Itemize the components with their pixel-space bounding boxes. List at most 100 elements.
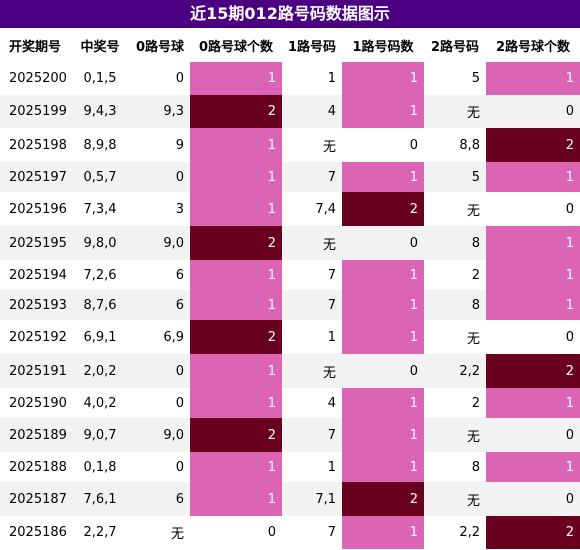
cell-route2-numbers: 8 <box>424 226 486 260</box>
cell-route2-count: 0 <box>486 482 580 516</box>
cell-winning-number: 0,1,8 <box>70 452 130 482</box>
cell-route2-numbers: 无 <box>424 418 486 452</box>
cell-route0-count: 0 <box>190 516 282 549</box>
table-row: 2025196 7,3,4 3 1 7,4 2 无 0 <box>0 192 580 226</box>
cell-winning-number: 7,2,6 <box>70 260 130 290</box>
cell-route0-count: 1 <box>190 452 282 482</box>
cell-draw-number: 2025188 <box>0 452 70 482</box>
cell-route0-balls: 9,3 <box>130 95 190 128</box>
cell-winning-number: 2,2,7 <box>70 516 130 549</box>
cell-route1-numbers: 无 <box>282 226 342 260</box>
cell-route0-balls: 0 <box>130 388 190 418</box>
table-row: 2025188 0,1,8 0 1 1 1 8 1 <box>0 452 580 482</box>
cell-route0-balls: 9,0 <box>130 418 190 452</box>
cell-route1-numbers: 7 <box>282 162 342 192</box>
cell-route1-count: 1 <box>342 388 424 418</box>
cell-route2-numbers: 2,2 <box>424 516 486 549</box>
cell-route1-numbers: 1 <box>282 452 342 482</box>
cell-route1-count: 1 <box>342 260 424 290</box>
cell-route0-count: 1 <box>190 162 282 192</box>
cell-route1-count: 1 <box>342 452 424 482</box>
cell-winning-number: 0,1,5 <box>70 62 130 95</box>
cell-route1-numbers: 7 <box>282 418 342 452</box>
cell-route1-numbers: 无 <box>282 354 342 388</box>
cell-draw-number: 2025190 <box>0 388 70 418</box>
table-row: 2025195 9,8,0 9,0 2 无 0 8 1 <box>0 226 580 260</box>
cell-route1-numbers: 1 <box>282 320 342 354</box>
table-body: 2025200 0,1,5 0 1 1 1 5 1 2025199 9,4,3 9,3 2 4 1 无 0 20… <box>0 62 580 549</box>
cell-draw-number: 2025198 <box>0 128 70 162</box>
cell-route2-count: 1 <box>486 162 580 192</box>
cell-route0-count: 1 <box>190 192 282 226</box>
cell-route2-numbers: 无 <box>424 95 486 128</box>
cell-route0-count: 1 <box>190 388 282 418</box>
cell-route2-numbers: 无 <box>424 320 486 354</box>
cell-route1-numbers: 4 <box>282 388 342 418</box>
table-row: 2025186 2,2,7 无 0 7 1 2,2 2 <box>0 516 580 549</box>
cell-route1-numbers: 7 <box>282 516 342 549</box>
cell-route0-count: 1 <box>190 354 282 388</box>
cell-route2-count: 1 <box>486 452 580 482</box>
cell-route1-count: 2 <box>342 482 424 516</box>
cell-route0-balls: 无 <box>130 516 190 549</box>
cell-route1-count: 1 <box>342 516 424 549</box>
cell-winning-number: 9,4,3 <box>70 95 130 128</box>
cell-route2-count: 0 <box>486 192 580 226</box>
cell-route1-count: 0 <box>342 226 424 260</box>
cell-route0-balls: 9,0 <box>130 226 190 260</box>
cell-route2-numbers: 8,8 <box>424 128 486 162</box>
cell-winning-number: 9,0,7 <box>70 418 130 452</box>
cell-winning-number: 2,0,2 <box>70 354 130 388</box>
cell-route1-numbers: 4 <box>282 95 342 128</box>
cell-route1-count: 1 <box>342 320 424 354</box>
cell-route2-count: 0 <box>486 95 580 128</box>
cell-route1-numbers: 无 <box>282 128 342 162</box>
cell-draw-number: 2025192 <box>0 320 70 354</box>
cell-route1-count: 1 <box>342 95 424 128</box>
cell-draw-number: 2025193 <box>0 290 70 320</box>
cell-route2-count: 2 <box>486 354 580 388</box>
cell-route0-balls: 0 <box>130 452 190 482</box>
header-route0-count: 0路号球个数 <box>190 28 282 62</box>
cell-route0-count: 2 <box>190 418 282 452</box>
table-row: 2025189 9,0,7 9,0 2 7 1 无 0 <box>0 418 580 452</box>
cell-route0-count: 2 <box>190 320 282 354</box>
cell-route1-numbers: 7 <box>282 290 342 320</box>
cell-route2-count: 1 <box>486 290 580 320</box>
cell-route0-balls: 6,9 <box>130 320 190 354</box>
cell-winning-number: 8,9,8 <box>70 128 130 162</box>
table-row: 2025199 9,4,3 9,3 2 4 1 无 0 <box>0 95 580 128</box>
cell-route2-numbers: 无 <box>424 482 486 516</box>
cell-route2-count: 0 <box>486 320 580 354</box>
table-row: 2025192 6,9,1 6,9 2 1 1 无 0 <box>0 320 580 354</box>
cell-route0-count: 2 <box>190 95 282 128</box>
table-row: 2025194 7,2,6 6 1 7 1 2 1 <box>0 260 580 290</box>
cell-route1-count: 1 <box>342 290 424 320</box>
table-row: 2025190 4,0,2 0 1 4 1 2 1 <box>0 388 580 418</box>
cell-route0-balls: 3 <box>130 192 190 226</box>
cell-route1-numbers: 7,4 <box>282 192 342 226</box>
cell-route1-count: 0 <box>342 128 424 162</box>
cell-route1-numbers: 1 <box>282 62 342 95</box>
cell-winning-number: 7,6,1 <box>70 482 130 516</box>
cell-route2-count: 1 <box>486 260 580 290</box>
header-route2-count: 2路号球个数 <box>486 28 580 62</box>
cell-route2-numbers: 5 <box>424 62 486 95</box>
cell-route0-balls: 6 <box>130 482 190 516</box>
cell-route0-count: 1 <box>190 260 282 290</box>
cell-route0-count: 1 <box>190 290 282 320</box>
cell-route0-count: 1 <box>190 128 282 162</box>
cell-route2-numbers: 8 <box>424 452 486 482</box>
cell-route2-count: 1 <box>486 226 580 260</box>
cell-draw-number: 2025194 <box>0 260 70 290</box>
cell-draw-number: 2025199 <box>0 95 70 128</box>
cell-route0-count: 1 <box>190 62 282 95</box>
table-row: 2025200 0,1,5 0 1 1 1 5 1 <box>0 62 580 95</box>
cell-route2-numbers: 5 <box>424 162 486 192</box>
cell-route2-numbers: 无 <box>424 192 486 226</box>
cell-draw-number: 2025197 <box>0 162 70 192</box>
chart-title: 近15期012路号码数据图示 <box>0 0 580 28</box>
cell-route0-balls: 0 <box>130 62 190 95</box>
cell-route0-balls: 6 <box>130 260 190 290</box>
table-row: 2025198 8,9,8 9 1 无 0 8,8 2 <box>0 128 580 162</box>
